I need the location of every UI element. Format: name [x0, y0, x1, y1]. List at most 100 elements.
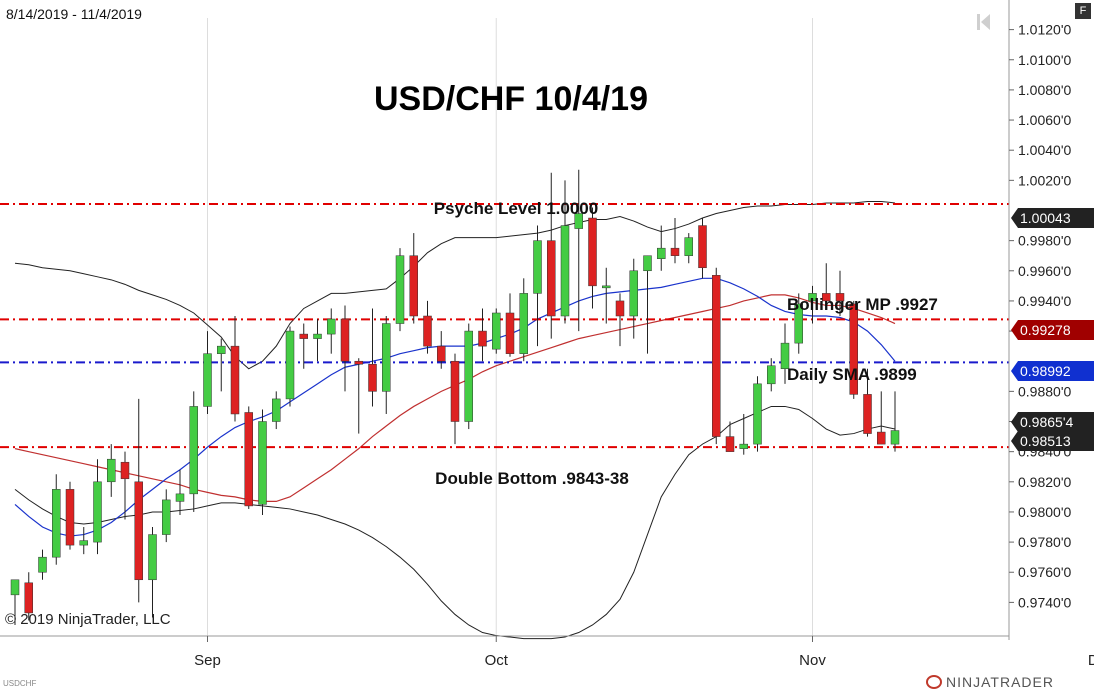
candle: [629, 258, 638, 339]
price-badge-bg: [1011, 208, 1094, 228]
candle: [217, 338, 226, 392]
candle: [244, 406, 253, 509]
candle-body: [643, 255, 652, 272]
price-badge: 0.98513: [1011, 431, 1094, 451]
date-range: 8/14/2019 - 11/4/2019: [6, 6, 142, 22]
candle-body: [739, 443, 748, 449]
ninjatrader-logo-icon: [926, 675, 942, 689]
candle-body: [698, 225, 707, 269]
candle: [808, 285, 817, 324]
candle: [877, 391, 886, 445]
y-tick-label: 0.9940'0: [1018, 293, 1071, 309]
y-tick-label: 0.9820'0: [1018, 474, 1071, 490]
price-badge-text: 0.9865'4: [1020, 414, 1073, 430]
candle: [340, 305, 350, 392]
candle: [203, 331, 212, 414]
candle: [492, 308, 501, 354]
level-label: Daily SMA .9899: [787, 365, 917, 384]
candle: [698, 218, 707, 279]
candle: [134, 398, 143, 603]
candle-body: [657, 247, 666, 259]
price-badge-bg: [1011, 361, 1094, 381]
candle: [615, 293, 625, 347]
upper-bollinger-band: [14, 200, 896, 370]
candle: [382, 316, 391, 414]
f-button[interactable]: F: [1075, 3, 1091, 19]
price-badge-bg: [1011, 412, 1094, 432]
candle: [79, 527, 88, 555]
candle-body: [285, 330, 295, 400]
y-tick-label: 0.9980'0: [1018, 233, 1071, 249]
x-tick-label: Sep: [194, 652, 221, 669]
candle-body: [258, 421, 267, 505]
candle-body: [492, 312, 501, 350]
candle-body: [327, 318, 336, 335]
candle-body: [450, 360, 460, 422]
candle-body: [203, 353, 212, 407]
candle: [725, 421, 735, 452]
candle-body: [423, 315, 432, 347]
candle-body: [217, 345, 226, 354]
candle-body: [368, 363, 377, 392]
candle-body: [890, 430, 900, 445]
candle: [533, 225, 542, 347]
candle-body: [684, 237, 693, 256]
candle: [327, 308, 336, 354]
candle-body: [134, 481, 143, 581]
brand-name: NINJATRADER: [946, 674, 1054, 690]
candle: [684, 233, 693, 264]
candle: [24, 572, 33, 621]
candle-body: [877, 431, 886, 445]
price-badge-text: 0.98992: [1020, 363, 1071, 379]
candle: [423, 300, 432, 354]
y-tick-label: 0.9800'0: [1018, 504, 1071, 520]
candle-body: [65, 489, 75, 546]
candle-body: [382, 323, 391, 392]
candle-body: [712, 275, 721, 437]
candle: [107, 444, 116, 497]
candle: [712, 267, 721, 445]
y-tick-label: 1.0020'0: [1018, 172, 1071, 188]
candle-body: [244, 412, 253, 507]
last-price-badge: 0.9865'4: [1011, 412, 1094, 432]
candle: [753, 376, 762, 452]
level-label: Double Bottom .9843-38: [435, 469, 629, 488]
price-badge: 0.99278: [1011, 320, 1094, 340]
candle: [409, 233, 418, 324]
candle-body: [79, 540, 88, 546]
candle: [574, 169, 583, 332]
candle-body: [437, 345, 446, 362]
candle: [822, 263, 831, 302]
y-tick-label: 1.0120'0: [1018, 22, 1071, 38]
candle: [863, 368, 872, 437]
scroll-to-start-icon[interactable]: [975, 12, 993, 32]
candle-body: [162, 499, 171, 535]
candle: [464, 323, 473, 430]
candle: [368, 308, 377, 407]
candle-body: [354, 360, 363, 365]
candle: [38, 549, 47, 580]
candle-body: [107, 458, 116, 483]
candle: [162, 489, 171, 543]
y-tick-label: 1.0100'0: [1018, 52, 1071, 68]
level-label: Bollinger MP .9927: [787, 295, 938, 314]
y-tick-label: 0.9880'0: [1018, 383, 1071, 399]
candle-body: [409, 255, 418, 317]
price-badge-text: 1.00043: [1020, 210, 1071, 226]
candle-body: [835, 293, 845, 302]
candle: [52, 474, 61, 565]
candle: [780, 323, 790, 384]
level-label: Psyche Level 1.0000: [434, 199, 598, 218]
candle-body: [849, 303, 858, 395]
candle-body: [340, 318, 350, 362]
candle-body: [767, 365, 776, 385]
candle-body: [10, 579, 20, 596]
candle-body: [395, 255, 405, 324]
candle: [643, 255, 652, 354]
candle: [505, 293, 515, 357]
candle-body: [560, 225, 570, 317]
candle-body: [478, 330, 487, 347]
candle-body: [189, 406, 198, 495]
candle: [602, 267, 611, 324]
